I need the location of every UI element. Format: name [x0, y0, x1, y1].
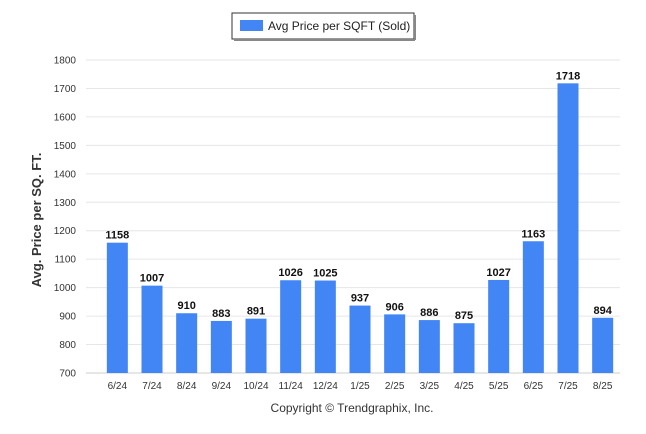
- data-label: 894: [593, 305, 612, 317]
- bar: [488, 279, 510, 373]
- y-tick-label: 800: [59, 340, 76, 351]
- y-tick-label: 1700: [54, 84, 77, 95]
- bar: [280, 280, 302, 373]
- y-tick-label: 1500: [54, 141, 77, 152]
- data-label: 1026: [278, 267, 302, 279]
- x-tick-label: 8/25: [593, 381, 613, 392]
- y-axis-ticks: 700 800 900 1000 1100 1200 1300 1400 1500 1600 170…: [54, 56, 77, 380]
- x-tick-label: 12/24: [313, 381, 338, 392]
- bar: [176, 313, 198, 373]
- bar: [245, 318, 267, 373]
- bar: [418, 320, 440, 373]
- data-label: 875: [455, 310, 473, 322]
- data-label: 1718: [556, 70, 580, 82]
- data-labels: 1158 1007 910 883 891 1026 1025 937 906 886 875 102…: [105, 70, 612, 322]
- y-tick-label: 1100: [54, 255, 76, 266]
- x-tick-label: 8/24: [177, 381, 197, 392]
- y-tick-label: 1300: [54, 198, 77, 209]
- bar: [557, 83, 579, 373]
- y-tick-label: 900: [59, 312, 76, 323]
- y-tick-label: 1600: [54, 112, 77, 123]
- data-label: 883: [212, 308, 230, 320]
- y-axis-title: Avg. Price per SQ. FT.: [29, 153, 44, 288]
- bar: [522, 241, 544, 373]
- x-tick-label: 5/25: [489, 381, 509, 392]
- x-tick-label: 6/24: [108, 381, 128, 392]
- y-tick-label: 1000: [54, 283, 77, 294]
- data-label: 1007: [140, 273, 164, 285]
- data-label: 1025: [313, 268, 337, 280]
- data-label: 910: [177, 300, 195, 312]
- x-tick-label: 4/25: [454, 381, 474, 392]
- bar: [141, 285, 163, 373]
- data-label: 1027: [486, 267, 510, 279]
- bar: [453, 323, 475, 373]
- data-label: 1158: [105, 230, 129, 242]
- y-tick-label: 1400: [54, 169, 77, 180]
- y-tick-label: 1800: [54, 56, 77, 67]
- data-label: 1163: [521, 228, 545, 240]
- legend-swatch: [240, 20, 263, 31]
- copyright-text: Copyright © Trendgraphix, Inc.: [271, 401, 434, 415]
- data-label: 937: [351, 293, 369, 305]
- x-tick-label: 10/24: [243, 381, 268, 392]
- bar: [384, 314, 406, 373]
- legend: Avg Price per SQFT (Sold): [231, 12, 416, 41]
- bars: [106, 83, 614, 373]
- x-tick-label: 7/24: [142, 381, 162, 392]
- data-label: 886: [420, 307, 438, 319]
- data-label: 906: [385, 301, 403, 313]
- x-tick-label: 1/25: [350, 381, 370, 392]
- bar: [106, 242, 128, 373]
- x-axis-ticks: 6/24 7/24 8/24 9/24 10/24 11/24 12/24 1/25 2/25 3…: [108, 381, 613, 392]
- x-tick-label: 7/25: [558, 381, 578, 392]
- data-label: 891: [247, 306, 265, 318]
- x-tick-label: 2/25: [385, 381, 405, 392]
- x-tick-label: 3/25: [420, 381, 440, 392]
- y-tick-label: 700: [59, 369, 76, 380]
- x-tick-label: 11/24: [279, 381, 304, 392]
- y-tick-label: 1200: [54, 226, 77, 237]
- bar: [349, 305, 371, 373]
- x-tick-label: 6/25: [524, 381, 544, 392]
- bar: [210, 320, 232, 373]
- legend-label: Avg Price per SQFT (Sold): [268, 19, 410, 33]
- bar: [592, 317, 614, 373]
- x-tick-label: 9/24: [212, 381, 232, 392]
- bar: [314, 280, 336, 373]
